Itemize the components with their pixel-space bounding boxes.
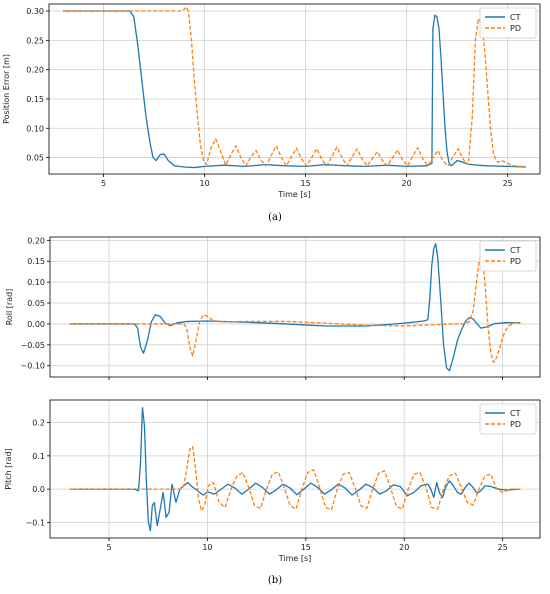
series-line-ct	[63, 10, 526, 169]
x-tick-label: 10	[202, 543, 212, 552]
legend-box	[479, 403, 537, 435]
series-line-pd	[69, 445, 521, 512]
y-tick-label: 0.25	[26, 36, 44, 45]
legend-label-pd: PD	[510, 420, 521, 429]
axes-frame	[49, 236, 541, 378]
y-tick-label: 0.0	[32, 485, 45, 494]
x-tick-label: 20	[402, 179, 412, 188]
legend-box	[479, 7, 537, 39]
x-tick-label: 25	[498, 543, 508, 552]
x-axis-label: Time [s]	[277, 190, 311, 199]
axes-frame	[48, 3, 541, 175]
x-tick-label: 25	[503, 179, 513, 188]
legend: CT PD	[479, 240, 537, 272]
legend-label-pd: PD	[510, 257, 521, 266]
series-line-pd	[63, 6, 526, 168]
y-tick-label: 0.05	[26, 154, 44, 163]
legend-label-ct: CT	[510, 13, 521, 22]
series-line-pd	[69, 255, 521, 364]
y-tick-label: 0.10	[26, 124, 44, 133]
legend-label-ct: CT	[510, 409, 521, 418]
legend-box	[479, 240, 537, 272]
y-tick-label: 0.2	[32, 419, 45, 428]
y-axis-label: Roll [rad]	[5, 289, 14, 326]
plot-area	[50, 237, 540, 377]
y-tick-label: −0.05	[20, 341, 45, 350]
y-axis-label: Position Error [m]	[2, 54, 11, 124]
legend-label-pd: PD	[510, 24, 521, 33]
plot-area	[49, 4, 540, 174]
y-tick-label: 0.05	[27, 299, 45, 308]
x-axis-label: Time [s]	[278, 554, 312, 563]
roll-plot: −0.10 −0.05 0.00 0.05 0.10 0.15 0.20 Roll [rad]…	[5, 236, 541, 380]
position-error-plot: 0.05 0.10 0.15 0.20 0.25 0.30 5 10 15 20 25 Time [s…	[2, 3, 541, 199]
x-tick-label: 5	[101, 179, 106, 188]
y-tick-label: 0.00	[27, 320, 45, 329]
y-tick-label: 0.20	[27, 236, 45, 245]
y-axis-label: Pitch [rad]	[4, 448, 13, 490]
x-tick-label: 20	[399, 543, 409, 552]
legend-label-ct: CT	[510, 246, 521, 255]
legend: CT PD	[479, 403, 537, 435]
caption-a: (a)	[268, 212, 282, 223]
y-tick-label: 0.15	[26, 95, 44, 104]
y-tick-label: 0.10	[27, 278, 45, 287]
x-tick-label: 15	[301, 543, 311, 552]
series-line-ct	[69, 407, 521, 532]
y-tick-label: 0.20	[26, 66, 44, 75]
x-tick-label: 10	[199, 179, 209, 188]
x-tick-label: 15	[301, 179, 311, 188]
pitch-plot: −0.1 0.0 0.1 0.2 5 10 15 20 25 Time [s] Pitch [rad…	[4, 399, 541, 563]
plot-area	[50, 400, 540, 538]
y-tick-label: −0.10	[20, 362, 45, 371]
y-tick-label: 0.1	[32, 452, 45, 461]
y-tick-label: 0.30	[26, 7, 44, 16]
caption-b: (b)	[268, 575, 282, 586]
y-tick-label: 0.15	[27, 257, 45, 266]
y-tick-label: −0.1	[26, 518, 45, 527]
x-tick-label: 5	[106, 543, 111, 552]
legend: CT PD	[479, 7, 537, 39]
axes-frame	[49, 399, 541, 539]
series-line-ct	[69, 243, 521, 372]
